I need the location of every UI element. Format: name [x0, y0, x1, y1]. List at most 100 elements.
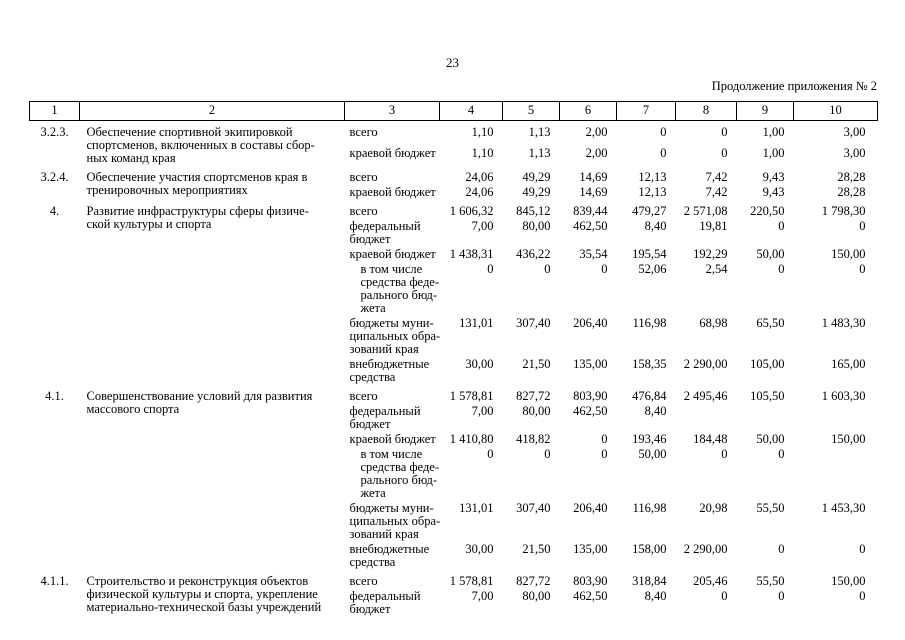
- value-cell: 7,00: [471, 219, 494, 233]
- value-cell: 150,00: [831, 432, 866, 446]
- column-header: 7: [616, 101, 676, 121]
- value-cell: 30,00: [465, 357, 494, 371]
- row-description: Обеспечение участия спортсменов края в т…: [86, 170, 308, 197]
- value-cell: 1 410,80: [449, 432, 494, 446]
- table-row: в том числе средства феде- рального бюд-…: [30, 262, 878, 316]
- column-header: 10: [793, 101, 878, 121]
- value-cell: 9,43: [762, 185, 785, 199]
- value-cell: 476,84: [632, 389, 667, 403]
- page-number: 23: [446, 55, 459, 70]
- value-cell: 165,00: [831, 357, 866, 371]
- row-number: 3.2.3.: [40, 125, 69, 139]
- value-cell: 205,46: [693, 574, 728, 588]
- value-cell: 462,50: [573, 404, 608, 418]
- value-cell: 105,50: [750, 389, 785, 403]
- value-cell: 35,54: [579, 247, 608, 261]
- value-cell: 192,29: [693, 247, 728, 261]
- value-cell: 0: [544, 447, 551, 461]
- value-cell: 3,00: [843, 146, 866, 161]
- value-cell: [676, 404, 737, 432]
- value-cell: 0: [721, 125, 728, 139]
- value-cell: 20,98: [699, 501, 728, 515]
- value-cell: 184,48: [693, 432, 728, 446]
- value-cell: 7,42: [705, 185, 728, 199]
- value-cell: 158,00: [632, 542, 667, 556]
- value-cell: 827,72: [516, 574, 551, 588]
- value-cell: [737, 404, 794, 432]
- funding-source-label: внебюджетные средства: [349, 357, 430, 384]
- row-number: 4.1.1.: [40, 574, 69, 588]
- table-row: 3.2.4. Обеспечение участия спортсменов кр…: [30, 166, 878, 197]
- value-cell: 462,50: [573, 589, 608, 603]
- table-row: краевой бюджет 1,10 1,13 2,00 0 0 1,00 3,00: [30, 146, 878, 166]
- funding-table: 1 2 3 4 5 6 7 8 9 10 3.2.3. Обеспечение спортивной…: [29, 101, 878, 617]
- value-cell: 1,00: [762, 125, 785, 139]
- value-cell: 1 606,32: [449, 204, 494, 218]
- value-cell: 50,00: [756, 432, 785, 446]
- funding-source-label: в том числе средства феде- рального бюд-…: [360, 262, 440, 315]
- value-cell: 0: [859, 589, 866, 603]
- value-cell: 50,00: [638, 447, 667, 461]
- value-cell: 220,50: [750, 204, 785, 218]
- column-header: 3: [344, 101, 440, 121]
- value-cell: 193,46: [632, 432, 667, 446]
- value-cell: 131,01: [459, 316, 494, 330]
- value-cell: 1 483,30: [821, 316, 866, 330]
- funding-source-label: федеральный бюджет: [349, 219, 421, 246]
- table-row: федеральный бюджет 7,00 80,00 462,50 8,40 19,…: [30, 219, 878, 247]
- value-cell: 803,90: [573, 389, 608, 403]
- value-cell: 135,00: [573, 357, 608, 371]
- value-cell: 318,84: [632, 574, 667, 588]
- row-number: 3.2.4.: [40, 170, 69, 184]
- funding-source-label: краевой бюджет: [349, 146, 436, 161]
- value-cell: 0: [721, 589, 728, 603]
- value-cell: 49,29: [522, 185, 551, 199]
- value-cell: 436,22: [516, 247, 551, 261]
- value-cell: 150,00: [831, 574, 866, 588]
- value-cell: 19,81: [699, 219, 728, 233]
- value-cell: 845,12: [516, 204, 551, 218]
- value-cell: 2 571,08: [683, 204, 728, 218]
- funding-source-label: бюджеты муни- ципальных обра- зований кр…: [349, 501, 441, 541]
- value-cell: 2 290,00: [683, 357, 728, 371]
- value-cell: 105,00: [750, 357, 785, 371]
- funding-source-label: всего: [349, 125, 378, 139]
- row-description: Строительство и реконструкция объектов ф…: [86, 574, 322, 614]
- table-row: бюджеты муни- ципальных обра- зований кр…: [30, 316, 878, 357]
- table-row: федеральный бюджет 7,00 80,00 462,50 8,40 0 0 0: [30, 589, 878, 617]
- value-cell: 24,06: [465, 185, 494, 199]
- value-cell: 80,00: [522, 589, 551, 603]
- value-cell: 0: [778, 219, 785, 233]
- value-cell: 12,13: [638, 185, 667, 199]
- value-cell: 0: [544, 262, 551, 276]
- value-cell: 0: [721, 447, 728, 461]
- value-cell: 0: [660, 146, 667, 161]
- funding-source-label: внебюджетные средства: [349, 542, 430, 569]
- row-number: 4.: [49, 204, 60, 218]
- value-cell: 0: [487, 447, 494, 461]
- table-body: 3.2.3. Обеспечение спортивной экипировкой…: [30, 121, 878, 618]
- funding-source-label: федеральный бюджет: [349, 589, 421, 616]
- table-row: краевой бюджет 24,06 49,29 14,69 12,13 7,42 9,…: [30, 185, 878, 200]
- column-header: 4: [439, 101, 503, 121]
- value-cell: 803,90: [573, 574, 608, 588]
- funding-source-label: краевой бюджет: [349, 185, 436, 199]
- value-cell: 8,40: [644, 404, 667, 418]
- table-row: 4.1. Совершенствование условий для развит…: [30, 385, 878, 416]
- continuation-label: Продолжение приложения № 2: [711, 79, 877, 93]
- value-cell: 0: [487, 262, 494, 276]
- value-cell: 21,50: [522, 357, 551, 371]
- value-cell: 131,01: [459, 501, 494, 515]
- value-cell: [794, 447, 878, 501]
- column-header: 2: [79, 101, 345, 121]
- value-cell: 55,50: [756, 574, 785, 588]
- value-cell: 52,06: [638, 262, 667, 276]
- value-cell: 0: [778, 447, 785, 461]
- value-cell: 479,27: [632, 204, 667, 218]
- value-cell: 206,40: [573, 316, 608, 330]
- value-cell: 7,00: [471, 404, 494, 418]
- value-cell: 3,00: [843, 125, 866, 139]
- value-cell: 12,13: [638, 170, 667, 184]
- value-cell: 2,00: [585, 146, 608, 161]
- funding-source-label: краевой бюджет: [349, 247, 436, 261]
